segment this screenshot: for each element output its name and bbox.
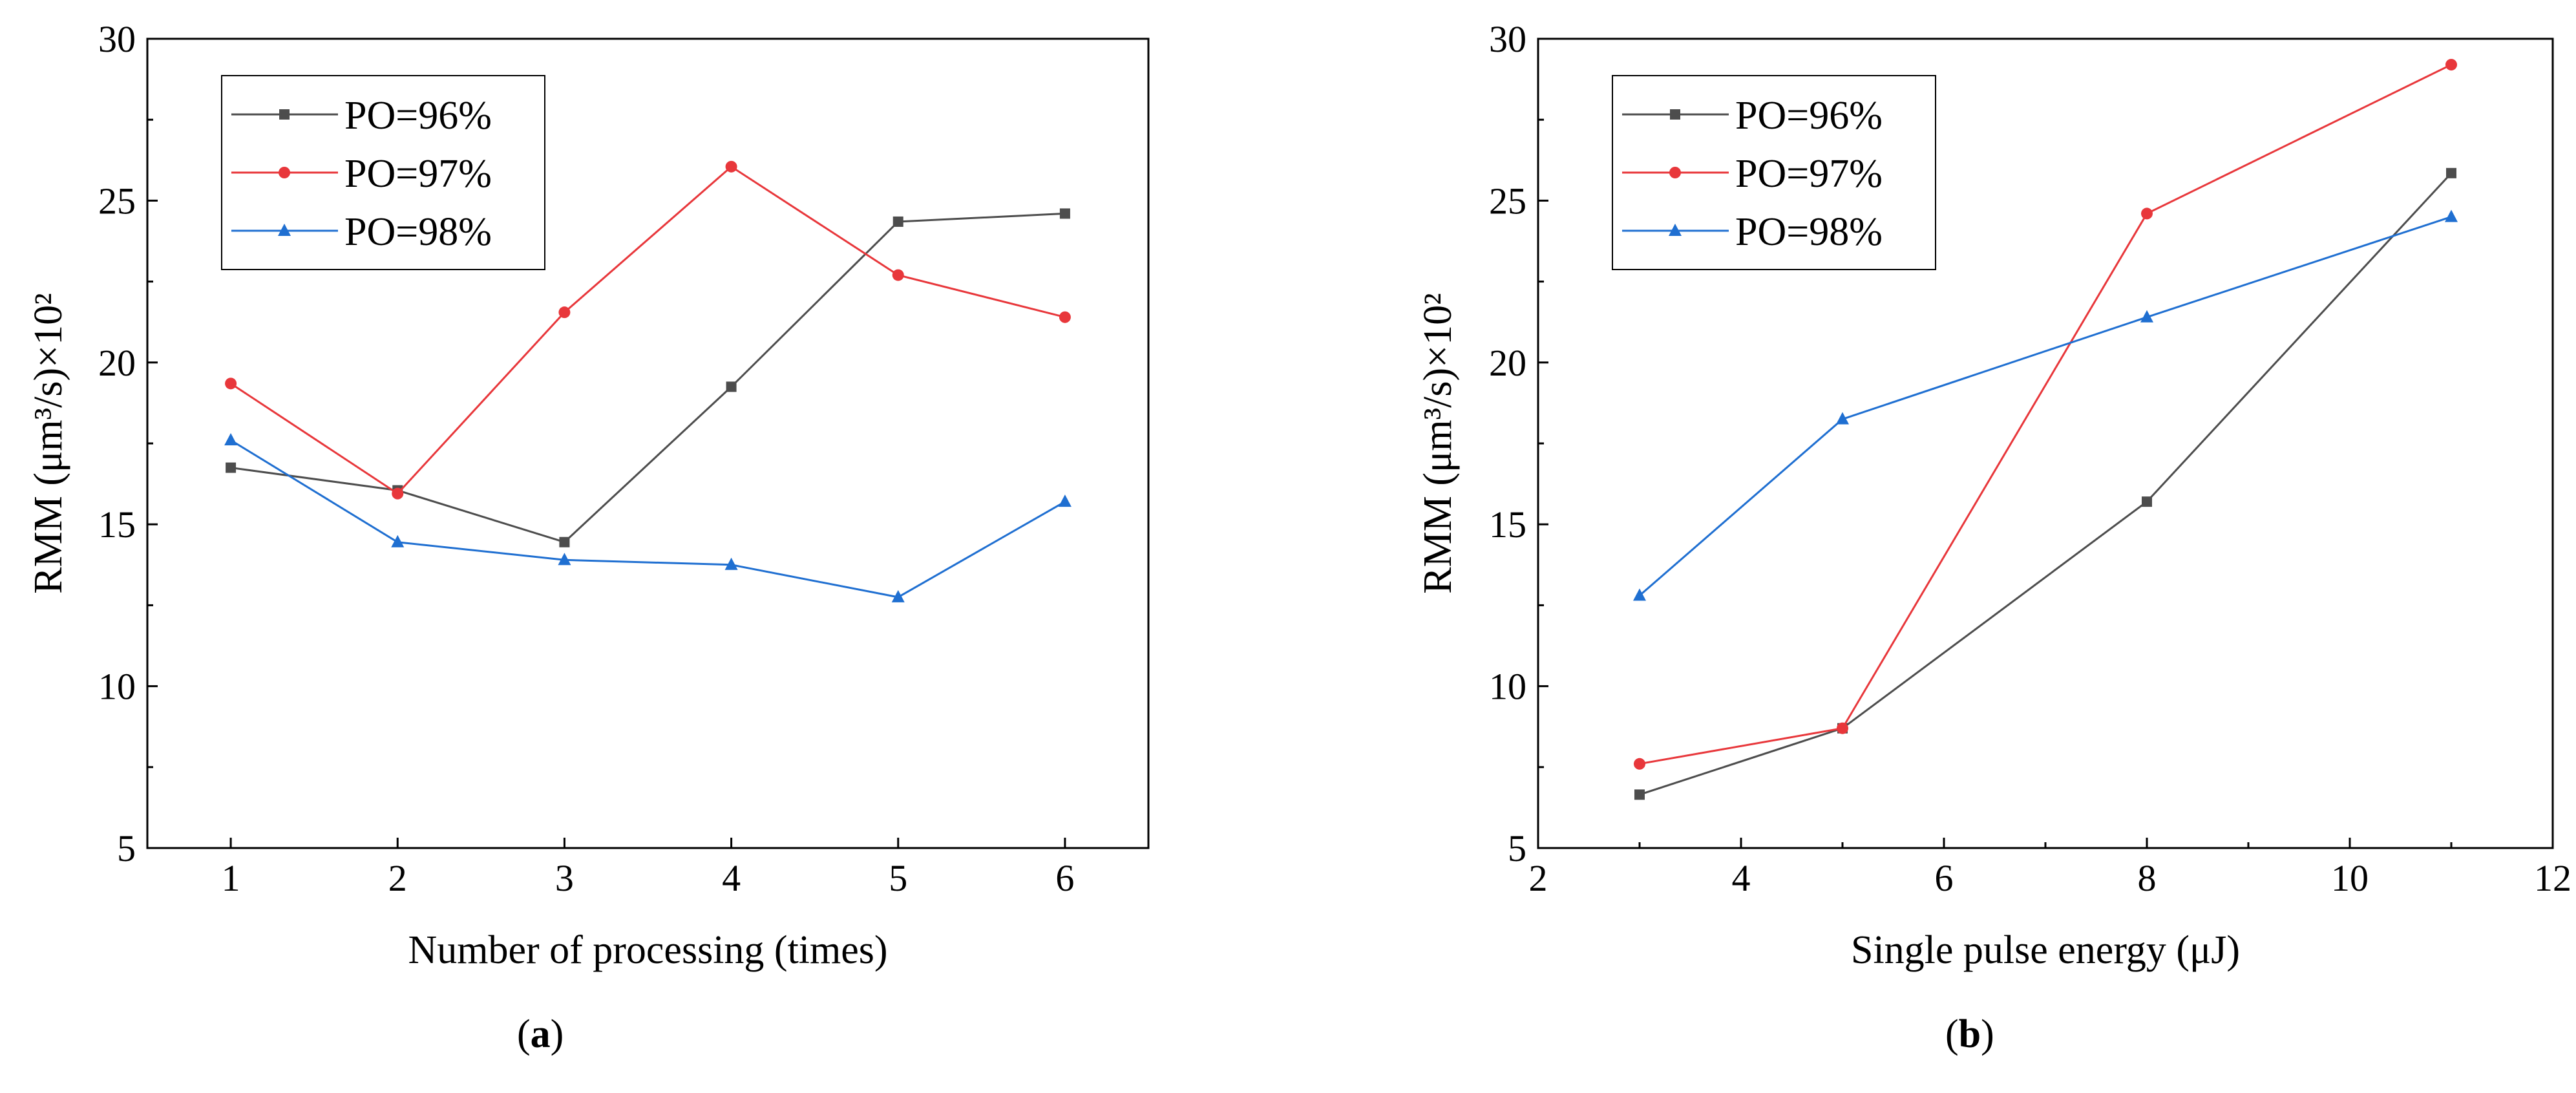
data-point — [892, 269, 904, 281]
legend-marker — [1669, 167, 1681, 178]
y-tick-label: 10 — [98, 666, 136, 708]
series-2 — [1634, 59, 2457, 770]
y-tick-label: 20 — [98, 342, 136, 384]
data-point — [1059, 311, 1071, 323]
data-point — [1634, 789, 1645, 800]
x-tick-label: 3 — [555, 857, 574, 899]
series-line — [230, 212, 1065, 544]
legend-label: PO=98% — [344, 210, 492, 254]
legend-label: PO=96% — [1735, 94, 1883, 138]
y-axis-label: RMM (μm³/s)×10² — [26, 293, 70, 593]
data-point — [2140, 310, 2153, 323]
y-tick-label: 5 — [1508, 827, 1526, 869]
y-tick-label: 15 — [1489, 504, 1526, 546]
data-point — [1837, 722, 1848, 734]
series-line — [1639, 63, 2452, 765]
x-tick-label: 2 — [388, 857, 407, 899]
panel-caption-a-label: a — [530, 1012, 551, 1056]
y-tick-label: 10 — [1489, 666, 1526, 708]
series-line — [230, 439, 1066, 599]
x-tick-label: 1 — [222, 857, 240, 899]
y-tick-label: 20 — [1489, 342, 1526, 384]
data-point — [1836, 412, 1849, 425]
data-point — [1059, 208, 1070, 219]
data-point — [392, 487, 404, 500]
data-point — [226, 462, 237, 473]
panel-caption-b: (b) — [1945, 1012, 1994, 1056]
x-axis-label: Single pulse energy (μJ) — [1851, 928, 2240, 972]
legend-marker — [279, 109, 290, 120]
y-tick-label: 5 — [117, 827, 136, 869]
series-3 — [1633, 209, 2458, 601]
legend-label: PO=97% — [1735, 152, 1883, 196]
y-tick-label: 25 — [1489, 180, 1526, 222]
data-point — [1634, 758, 1645, 770]
legend-marker — [1670, 109, 1680, 120]
y-axis-label: RMM (μm³/s)×10² — [1416, 293, 1460, 593]
series-1 — [226, 208, 1070, 547]
x-tick-label: 2 — [1529, 857, 1548, 899]
legend-label: PO=97% — [344, 152, 492, 196]
legend-label: PO=96% — [344, 94, 492, 138]
series-line — [1639, 216, 2452, 597]
panel-caption-b-label: b — [1958, 1012, 1981, 1056]
x-axis-label: Number of processing (times) — [408, 928, 887, 972]
data-point — [724, 557, 738, 570]
legend: PO=96% PO=97% PO=98% — [1612, 75, 1936, 270]
series-2 — [225, 160, 1071, 500]
data-point — [558, 553, 571, 566]
legend-marker — [279, 167, 290, 178]
data-point — [1058, 494, 1072, 507]
data-point — [892, 216, 903, 227]
x-tick-label: 8 — [2138, 857, 2157, 899]
data-point — [726, 381, 737, 392]
series-line — [230, 165, 1066, 495]
x-tick-label: 6 — [1055, 857, 1074, 899]
x-tick-label: 4 — [722, 857, 741, 899]
series-3 — [224, 432, 1072, 602]
data-point — [224, 432, 238, 445]
legend: PO=96% PO=97% PO=98% — [221, 75, 545, 270]
data-point — [2445, 209, 2458, 222]
data-point — [558, 306, 571, 319]
y-tick-label: 25 — [98, 180, 136, 222]
data-point — [225, 377, 237, 390]
chart-b: 5 10 15 20 25 30 2 4 6 8 10 12 Single pulse energy (… — [1416, 18, 2571, 972]
y-tick-label: 30 — [1489, 18, 1526, 60]
data-point — [2142, 496, 2152, 507]
panel-caption-a: (a) — [517, 1012, 564, 1056]
chart-a: 5 10 15 20 25 30 1 2 3 4 5 6 Number of processing (t… — [26, 18, 1150, 972]
data-point — [2141, 207, 2153, 220]
data-point — [559, 536, 570, 547]
data-point — [1633, 588, 1646, 601]
series-line — [1639, 172, 2453, 796]
x-tick-label: 5 — [889, 857, 907, 899]
x-tick-label: 10 — [2331, 857, 2369, 899]
x-tick-label: 4 — [1732, 857, 1751, 899]
x-tick-label: 6 — [1935, 857, 1954, 899]
legend-marker — [278, 224, 291, 236]
data-point — [2445, 59, 2457, 71]
data-point — [891, 589, 905, 602]
x-tick-label: 12 — [2534, 857, 2571, 899]
data-point — [725, 160, 737, 173]
legend-marker — [1669, 224, 1682, 236]
data-point — [391, 535, 405, 547]
legend-label: PO=98% — [1735, 210, 1883, 254]
data-point — [2446, 167, 2456, 178]
y-tick-label: 15 — [98, 504, 136, 546]
y-tick-label: 30 — [98, 18, 136, 60]
